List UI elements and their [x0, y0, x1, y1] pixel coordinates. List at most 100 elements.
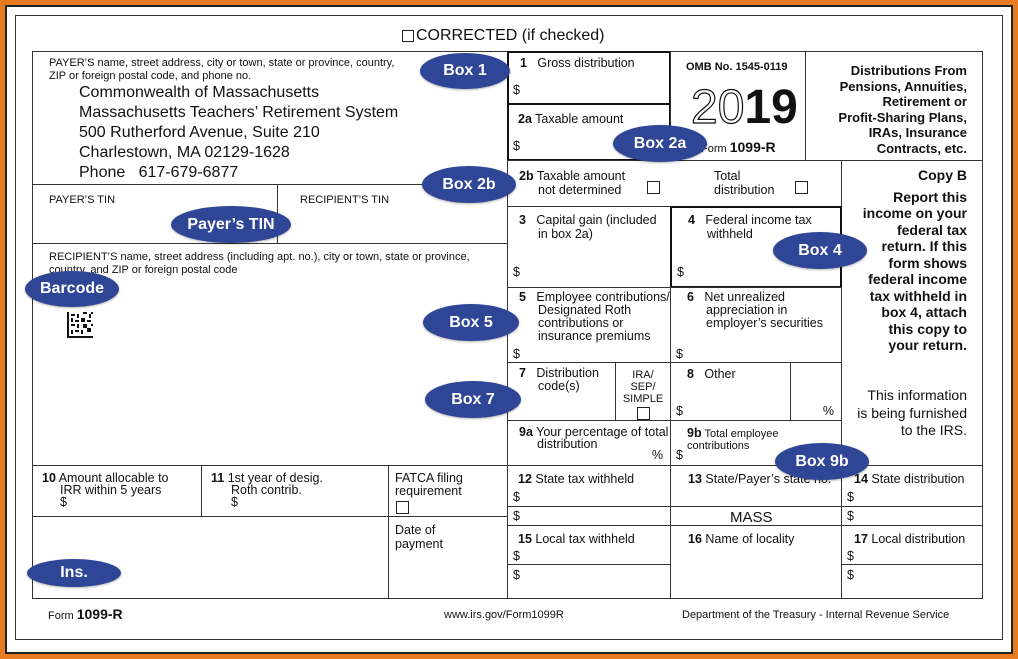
barcode-icon — [67, 312, 93, 338]
box-9b-amount: $ — [676, 448, 683, 462]
box-12-label: 12 State tax withheld — [518, 472, 635, 486]
omb-box: OMB No. 1545-0119 2019 Form 1099-R — [670, 51, 806, 161]
box-17-amount[interactable]: $ — [847, 549, 854, 563]
box-4-label-2: withheld — [707, 227, 753, 241]
ira-sep-simple-box: IRA/SEP/SIMPLE — [615, 362, 671, 421]
box-14-amount[interactable]: $ — [847, 490, 854, 504]
annotation-box-2a: Box 2a — [613, 125, 707, 162]
recipient-label: RECIPIENT’S name, street address (includ… — [49, 251, 470, 263]
percent-sign: % — [822, 404, 834, 418]
info-line: is being furnished — [857, 404, 967, 421]
box-6-amount: $ — [676, 347, 683, 361]
box-4-amount: $ — [677, 265, 684, 279]
box-2a-label: 2a Taxable amount — [518, 112, 624, 126]
box-6[interactable]: 6 Net unrealized appreciation in employer’… — [670, 287, 842, 363]
copy-instruction: federal tax — [896, 221, 967, 238]
title-line: IRAs, Insurance — [868, 125, 967, 141]
box-10[interactable]: 10 Amount allocable to IRR within 5 years… — [32, 465, 202, 517]
recipient-tin-label: RECIPIENT’S TIN — [300, 194, 390, 206]
title-line: Profit-Sharing Plans, — [838, 109, 967, 125]
box-14-amount-2[interactable]: $ — [847, 509, 854, 523]
box-17-label: 17 Local distribution — [854, 532, 966, 546]
payer-city: Charlestown, MA 02129-1628 — [79, 144, 290, 161]
copy-instruction: federal income — [868, 271, 967, 287]
total-distribution-label-2: distribution — [714, 183, 775, 197]
payer-box[interactable]: PAYER’S name, street address, city or to… — [32, 51, 508, 185]
date-of-payment-box[interactable]: Date of payment — [388, 516, 508, 599]
footer-department: Department of the Treasury - Internal Re… — [682, 609, 950, 621]
annotation-box-2b: Box 2b — [422, 166, 516, 203]
total-distribution-checkbox[interactable] — [795, 181, 808, 194]
title-line: Distributions From — [850, 63, 967, 78]
copy-instruction: return. If this — [881, 238, 967, 254]
box-14-label: 14 State distribution — [854, 472, 965, 486]
divider — [507, 506, 983, 507]
copy-b-box: Copy B Report this income on your federal … — [841, 160, 983, 466]
fatca-checkbox[interactable] — [396, 501, 409, 514]
box-8-amount: $ — [676, 404, 683, 418]
box-11[interactable]: 11 1st year of desig. Roth contrib. $ — [201, 465, 389, 517]
form-name: Form 1099-R — [701, 139, 776, 155]
tax-year: 2019 — [690, 81, 798, 134]
omb-number: OMB No. 1545-0119 — [686, 61, 788, 73]
box-2a-amount[interactable]: $ — [513, 139, 520, 153]
payer-street: 500 Rutherford Avenue, Suite 210 — [79, 124, 320, 141]
annotation-box-9b: Box 9b — [775, 443, 869, 480]
box-2b-checkbox[interactable] — [647, 181, 660, 194]
box-3[interactable]: 3 Capital gain (included in box 2a) $ — [507, 206, 671, 288]
annotation-box-7: Box 7 — [425, 381, 521, 418]
box-7[interactable]: 7 Distribution code(s) — [507, 362, 616, 421]
recipient-label-2: country, and ZIP or foreign postal code — [49, 264, 238, 276]
state-value[interactable]: MASS — [730, 509, 773, 526]
box-2b: 2b Taxable amount not determined Total dis… — [507, 160, 842, 207]
payer-label-2: ZIP or foreign postal code, and phone no… — [49, 70, 252, 82]
payer-phone: Phone 617-679-6877 — [79, 164, 239, 181]
box-12-amount-2[interactable]: $ — [513, 509, 520, 523]
box-5[interactable]: 5 Employee contributions/Designated Roth… — [507, 287, 671, 363]
box-15-amount[interactable]: $ — [513, 549, 520, 563]
title-line: Retirement or — [882, 94, 967, 110]
ira-sep-simple-checkbox[interactable] — [636, 407, 650, 421]
box-3-label: Capital gain (included — [536, 213, 657, 227]
divider — [507, 564, 670, 565]
copy-instruction: your return. — [888, 337, 967, 353]
box-5-amount: $ — [513, 347, 520, 361]
copy-b-title: Copy B — [918, 167, 967, 183]
info-line: This information — [867, 387, 967, 403]
payer-label: PAYER’S name, street address, city or to… — [49, 57, 395, 69]
divider — [507, 103, 671, 105]
box-1-label: 1 Gross distribution — [520, 56, 635, 70]
state-local-col-3 — [841, 465, 983, 599]
copy-instruction: Report this — [893, 188, 967, 205]
box-2b-label: Taxable amount — [536, 169, 626, 183]
box-9a[interactable]: 9a Your percentage of total distribution … — [507, 420, 671, 466]
copy-instruction: income on your — [862, 205, 967, 221]
box-8[interactable]: 8 Other $ — [670, 362, 791, 421]
box-16-label: 16 Name of locality — [688, 532, 795, 546]
box-17-amount-2[interactable]: $ — [847, 568, 854, 582]
annotation-box-4: Box 4 — [773, 232, 867, 269]
annotation-box-1: Box 1 — [420, 53, 510, 89]
divider — [841, 564, 983, 565]
box-2b-label-2: not determined — [538, 183, 622, 197]
footer-url[interactable]: www.irs.gov/Form1099R — [444, 609, 564, 621]
box-15-label: 15 Local tax withheld — [518, 532, 635, 546]
box-8-percent[interactable]: % — [790, 362, 842, 421]
form-title-box: Distributions From Pensions, Annuities, Re… — [805, 51, 983, 161]
annotation-payer-tin: Payer’s TIN — [171, 206, 291, 243]
payer-tin-label: PAYER’S TIN — [49, 194, 116, 206]
annotation-box-5: Box 5 — [423, 304, 519, 341]
box-3-amount: $ — [513, 265, 520, 279]
footer-form-name: Form 1099-R — [48, 606, 123, 622]
corrected-checkbox-row[interactable]: CORRECTED (if checked) — [402, 27, 604, 45]
info-line: to the IRS. — [900, 422, 967, 438]
annotation-barcode: Barcode — [25, 271, 119, 307]
total-distribution-label: Total — [714, 169, 741, 183]
box-12-amount[interactable]: $ — [513, 490, 520, 504]
box-3-label-2: in box 2a) — [538, 227, 593, 241]
annotation-ins: Ins. — [27, 559, 121, 587]
box-1-amount[interactable]: $ — [513, 83, 520, 97]
box-15-amount-2[interactable]: $ — [513, 568, 520, 582]
corrected-checkbox[interactable] — [402, 29, 414, 42]
copy-instruction: box 4, attach — [881, 304, 967, 320]
